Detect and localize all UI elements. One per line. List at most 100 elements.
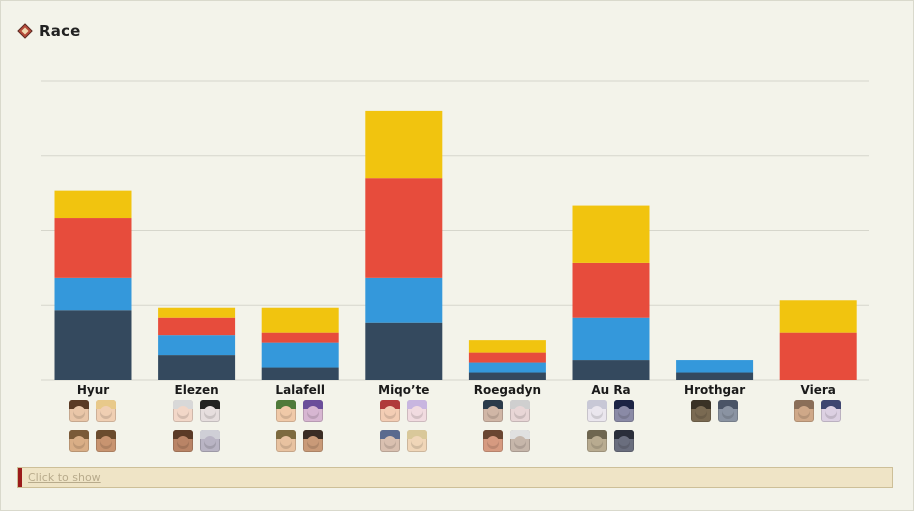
aura-male-xaela-portrait [614, 430, 634, 452]
roegadyn-female-hellsguard-portrait-face [514, 406, 527, 419]
miqote-female-sun-portrait-face [383, 406, 396, 419]
bar-segment-3-2 [365, 178, 443, 278]
bar-segment-6-1 [676, 360, 754, 373]
bar-segment-3-1 [365, 277, 443, 323]
race-portraits [0, 398, 914, 458]
miqote-female-moon-portrait [406, 400, 427, 422]
bar-segment-0-0 [54, 310, 132, 380]
hrothgar-lost-portrait [717, 400, 738, 422]
bar-segment-5-1 [572, 317, 650, 361]
bar-segment-6-0 [676, 372, 754, 380]
aura-female-xaela-portrait-hair [614, 400, 634, 409]
bar-segment-1-2 [158, 317, 236, 336]
bar-segment-7-2 [779, 332, 857, 380]
roegadyn-male-sea-wolf-portrait-face [487, 436, 500, 449]
chart-bars [54, 110, 857, 380]
aura-male-raen-portrait-hair [587, 430, 607, 439]
lalafell-female-dunesfolk-portrait [303, 400, 324, 422]
miqote-male-sun-portrait-face [383, 436, 396, 449]
category-label-4: Roegadyn [474, 383, 541, 397]
elezen-female-wildwood-portrait-face [176, 406, 189, 419]
hyur-female-midlander-portrait-hair [69, 400, 89, 409]
miqote-male-sun-portrait-hair [379, 430, 400, 439]
aura-female-xaela-portrait-face [618, 406, 630, 419]
bar-segment-3-0 [365, 322, 443, 380]
bar-segment-7-3 [779, 300, 857, 333]
lalafell-female-plainsfolk-portrait-hair [276, 400, 297, 409]
bar-segment-5-2 [572, 262, 650, 318]
elezen-female-wildwood-portrait [172, 400, 193, 422]
hyur-male-midlander-portrait [69, 430, 89, 452]
hyur-male-highlander-portrait-hair [96, 430, 116, 439]
bar-segment-4-3 [468, 340, 546, 353]
miqote-male-moon-portrait-hair [406, 430, 427, 439]
bar-segment-5-3 [572, 205, 650, 263]
lalafell-female-plainsfolk-portrait-face [280, 406, 293, 419]
show-toggle-bar: Click to show [17, 467, 893, 488]
elezen-female-duskwight-portrait-hair [199, 400, 220, 409]
lalafell-female-dunesfolk-portrait-face [307, 406, 320, 419]
elezen-male-wildwood-portrait [172, 430, 193, 452]
show-toggle-accent [18, 468, 22, 487]
aura-female-raen-portrait [587, 400, 607, 422]
roegadyn-male-sea-wolf-portrait-hair [483, 430, 504, 439]
bar-segment-2-2 [261, 332, 339, 343]
bar-segment-2-0 [261, 367, 339, 380]
hyur-female-midlander-portrait-face [73, 406, 85, 419]
hyur-male-midlander-portrait-face [73, 436, 85, 449]
bar-segment-0-3 [54, 190, 132, 219]
miqote-male-moon-portrait [406, 430, 427, 452]
category-label-5: Au Ra [591, 383, 630, 397]
hrothgar-helions-portrait-hair [690, 400, 711, 409]
lalafell-male-dunesfolk-portrait-face [307, 436, 320, 449]
bar-segment-4-1 [468, 362, 546, 373]
miqote-female-sun-portrait [379, 400, 400, 422]
roegadyn-male-hellsguard-portrait [510, 430, 531, 452]
viera-veena-portrait-hair [821, 400, 842, 409]
miqote-female-sun-portrait-hair [379, 400, 400, 409]
elezen-female-duskwight-portrait [199, 400, 220, 422]
click-to-show-link[interactable]: Click to show [28, 471, 101, 484]
bar-segment-1-1 [158, 335, 236, 356]
bar-segment-2-3 [261, 307, 339, 333]
roegadyn-female-sea-wolf-portrait-hair [483, 400, 504, 409]
category-label-3: Miqo’te [378, 383, 429, 397]
roegadyn-female-hellsguard-portrait [510, 400, 531, 422]
aura-female-xaela-portrait [614, 400, 634, 422]
category-label-0: Hyur [77, 383, 109, 397]
lalafell-male-dunesfolk-portrait-hair [303, 430, 324, 439]
roegadyn-male-hellsguard-portrait-hair [510, 430, 531, 439]
section-header: Race [17, 20, 81, 42]
roegadyn-male-hellsguard-portrait-face [514, 436, 527, 449]
aura-male-xaela-portrait-hair [614, 430, 634, 439]
bar-segment-0-2 [54, 218, 132, 278]
hrothgar-lost-portrait-hair [717, 400, 738, 409]
category-label-1: Elezen [175, 383, 219, 397]
lalafell-male-plainsfolk-portrait-hair [276, 430, 297, 439]
roegadyn-male-sea-wolf-portrait [483, 430, 504, 452]
aura-male-xaela-portrait-face [618, 436, 630, 449]
viera-veena-portrait [821, 400, 842, 422]
elezen-male-duskwight-portrait [199, 430, 220, 452]
race-stacked-bar-chart: Hyur Elezen Lalafell Miqo’te Roegadyn Au Ra Hr… [41, 80, 869, 397]
bar-segment-3-3 [365, 110, 443, 179]
miqote-male-sun-portrait [379, 430, 400, 452]
lalafell-male-dunesfolk-portrait [303, 430, 324, 452]
bar-segment-4-2 [468, 352, 546, 363]
elezen-female-duskwight-portrait-face [203, 406, 216, 419]
hyur-male-highlander-portrait-face [100, 436, 112, 449]
hyur-female-highlander-portrait [96, 400, 116, 422]
lalafell-female-plainsfolk-portrait [276, 400, 297, 422]
hyur-female-highlander-portrait-hair [96, 400, 116, 409]
hyur-male-highlander-portrait [96, 430, 116, 452]
viera-rava-portrait-hair [794, 400, 815, 409]
aura-male-raen-portrait [587, 430, 607, 452]
lalafell-male-plainsfolk-portrait-face [280, 436, 293, 449]
bar-segment-5-0 [572, 360, 650, 380]
aura-female-raen-portrait-face [591, 406, 603, 419]
bar-segment-0-1 [54, 277, 132, 311]
hyur-female-highlander-portrait-face [100, 406, 112, 419]
hrothgar-helions-portrait [690, 400, 711, 422]
bar-segment-4-0 [468, 372, 546, 380]
diamond-marker-icon [17, 23, 33, 39]
